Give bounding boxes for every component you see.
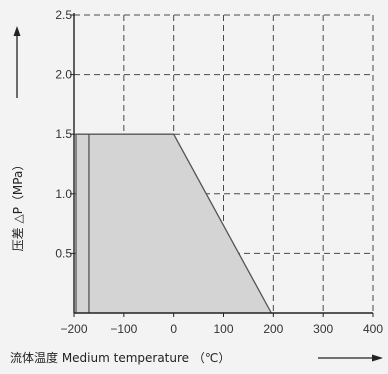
tick-labels: −200 −100 0 100 200 300 400 0.5 1.0 1.5 2.0 2.5	[55, 8, 383, 336]
x-tick-label: 200	[263, 322, 283, 336]
x-axis-label: 流体温度 Medium temperature （℃）	[10, 350, 230, 365]
y-tick-label: 2.5	[55, 8, 72, 22]
y-axis-label: 压差 △P（MPa）	[11, 159, 25, 252]
x-tick-label: −200	[60, 322, 87, 336]
y-tick-label: 1.0	[55, 187, 72, 201]
x-tick-label: −100	[110, 322, 137, 336]
y-tick-label: 2.0	[55, 68, 72, 82]
y-tick-label: 0.5	[55, 246, 72, 260]
operating-area	[75, 133, 272, 314]
x-tick-label: 100	[213, 322, 233, 336]
x-tick-label: 0	[170, 322, 177, 336]
x-tick-label: 400	[363, 322, 383, 336]
y-arrow-head	[13, 26, 21, 36]
x-arrow-head	[372, 354, 383, 362]
axes	[70, 13, 374, 317]
y-tick-label: 1.5	[55, 127, 72, 141]
operating-region-fill	[75, 134, 272, 313]
x-tick-label: 300	[313, 322, 333, 336]
axis-arrows	[13, 26, 383, 362]
